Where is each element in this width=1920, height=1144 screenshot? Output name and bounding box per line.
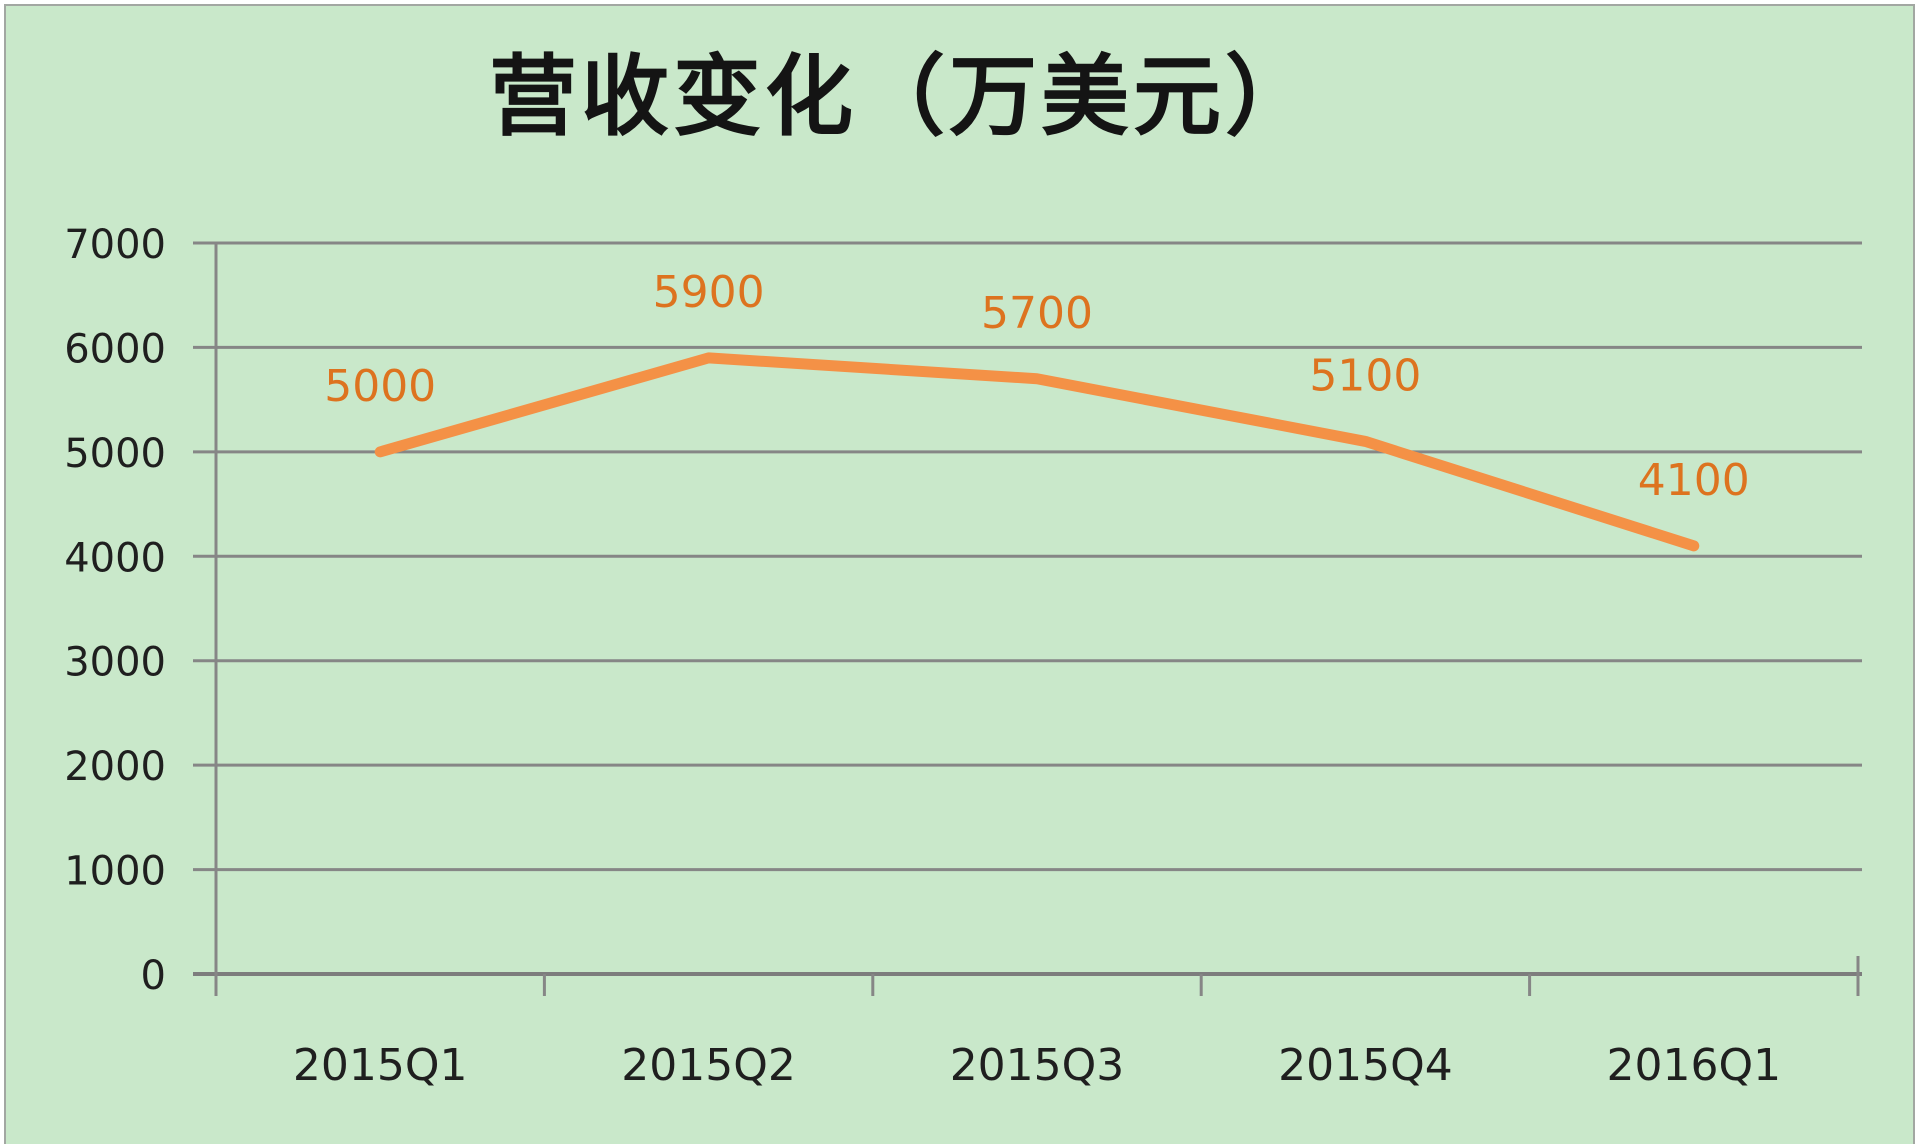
y-tick-label: 7000 — [64, 222, 166, 268]
data-label: 5700 — [981, 288, 1093, 339]
x-tick-label: 2015Q4 — [1278, 1040, 1453, 1091]
y-tick-label: 0 — [141, 953, 166, 999]
data-label: 5900 — [653, 267, 765, 318]
data-label: 5100 — [1309, 350, 1421, 401]
y-tick-label: 5000 — [64, 431, 166, 477]
y-tick-label: 1000 — [64, 849, 166, 895]
y-tick-label: 3000 — [64, 640, 166, 686]
x-tick-label: 2015Q2 — [621, 1040, 796, 1091]
data-label: 5000 — [324, 361, 436, 412]
chart-card — [4, 4, 1915, 1144]
x-tick-label: 2016Q1 — [1606, 1040, 1781, 1091]
chart-title: 营收变化（万美元） — [488, 44, 1317, 148]
y-tick-label: 4000 — [64, 535, 166, 581]
x-tick-label: 2015Q1 — [293, 1040, 468, 1091]
revenue-series-line — [374, 352, 1700, 552]
y-tick-label: 2000 — [64, 744, 166, 790]
y-tick-label: 6000 — [64, 326, 166, 372]
x-tick-label: 2015Q3 — [950, 1040, 1125, 1091]
data-label: 4100 — [1638, 455, 1750, 506]
